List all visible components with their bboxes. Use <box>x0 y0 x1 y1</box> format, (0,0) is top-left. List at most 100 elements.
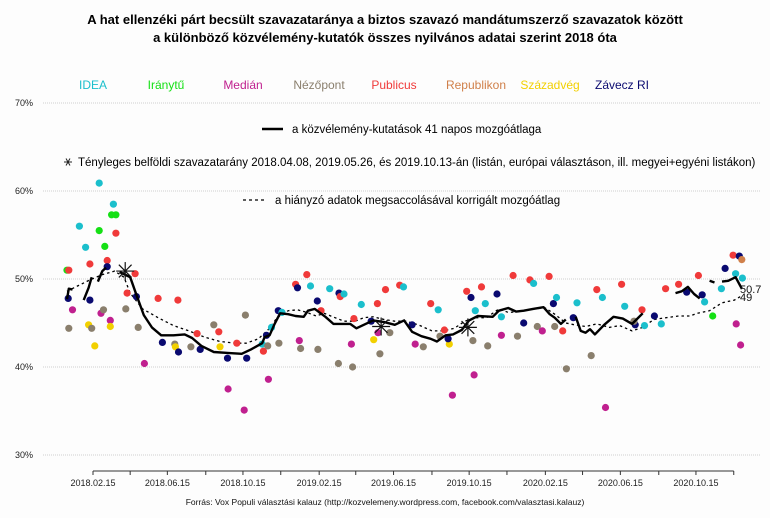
poll-point <box>381 286 390 294</box>
poll-point <box>440 326 448 334</box>
poll-point <box>469 337 477 345</box>
election-markers <box>116 262 477 337</box>
poll-point <box>216 343 224 351</box>
moving-average-series <box>65 266 743 355</box>
poll-point <box>549 300 558 308</box>
x-axis: 2018.02.15 2018.06.15 2018.10.15 2019.02.15… <box>70 470 735 488</box>
legend-moving-average: a közvélemény-kutatások 41 napos mozgóát… <box>262 124 542 136</box>
poll-point <box>95 179 103 187</box>
grid <box>43 102 760 456</box>
poll-point <box>601 403 610 412</box>
poll-point <box>349 363 357 371</box>
poll-point <box>573 299 581 307</box>
poll-point <box>737 341 745 349</box>
chart-title-line-2: a különböző közvélemény-kutatók összes n… <box>153 30 618 45</box>
pollster-legend-item: Iránytű <box>148 78 185 92</box>
poll-point <box>638 306 646 314</box>
x-tick-label: 2020.10.15 <box>673 478 718 488</box>
poll-point <box>140 359 148 368</box>
poll-point <box>109 200 117 208</box>
legend-corrected-label: a hiányzó adatok megsaccolásával korrigá… <box>275 195 560 207</box>
poll-point <box>559 327 567 335</box>
poll-point <box>738 274 747 282</box>
x-tick-label: 2020.02.15 <box>523 478 568 488</box>
poll-point <box>675 280 683 288</box>
poll-point <box>112 211 120 219</box>
poll-point <box>106 316 114 324</box>
poll-point <box>103 256 111 265</box>
poll-point <box>552 293 561 302</box>
poll-point <box>408 321 416 329</box>
poll-point <box>386 329 394 337</box>
poll-point <box>497 313 505 321</box>
pollster-legend-item: Nézőpont <box>293 78 345 92</box>
poll-point <box>65 324 73 332</box>
x-tick-label: 2018.02.15 <box>70 478 115 488</box>
poll-point <box>530 279 538 287</box>
poll-point <box>99 306 108 314</box>
poll-point <box>662 285 670 293</box>
moving-average-line <box>675 285 701 300</box>
poll-point <box>729 251 737 259</box>
poll-point <box>187 343 195 351</box>
poll-point <box>545 272 553 280</box>
x-tick-label: 2018.10.15 <box>220 478 265 488</box>
y-tick-label: 60% <box>15 186 33 196</box>
election-asterisk-marker <box>458 318 477 337</box>
poll-point <box>738 256 746 264</box>
poll-point <box>471 307 479 315</box>
poll-point <box>171 343 179 351</box>
poll-point <box>123 289 131 297</box>
pollster-legend-item: Závecz RI <box>595 78 649 92</box>
poll-point <box>569 314 577 322</box>
poll-point <box>306 282 315 290</box>
legend-election-label: Tényleges belföldi szavazatarány 2018.04… <box>78 157 756 169</box>
poll-point <box>295 337 303 345</box>
poll-point <box>470 371 478 379</box>
poll-point <box>196 345 204 353</box>
poll-point <box>419 343 427 351</box>
poll-point <box>562 365 571 373</box>
poll-point <box>477 283 486 291</box>
poll-point <box>538 327 546 335</box>
poll-point <box>303 271 311 279</box>
moving-average-end-label: 50.7 <box>740 284 761 296</box>
poll-point <box>709 312 717 320</box>
corrected-average-end-label: 49 <box>740 292 752 304</box>
poll-point <box>154 294 162 302</box>
poll-point <box>493 290 501 298</box>
poll-point <box>264 375 272 383</box>
y-tick-label: 70% <box>15 98 33 108</box>
poll-point <box>134 323 142 331</box>
poll-point <box>243 354 251 362</box>
poll-point <box>618 280 626 288</box>
poll-point <box>467 293 475 302</box>
poll-point <box>621 302 629 310</box>
poll-point <box>444 335 452 343</box>
y-tick-label: 30% <box>15 450 33 460</box>
poll-point <box>427 300 435 308</box>
poll-point <box>370 336 378 344</box>
poll-point <box>551 322 559 331</box>
poll-point <box>326 285 334 293</box>
poll-point <box>210 321 218 329</box>
poll-point <box>224 385 232 393</box>
y-tick-label: 50% <box>15 274 33 284</box>
poll-point <box>732 320 740 328</box>
moving-average-line <box>96 266 107 283</box>
poll-point <box>717 285 726 293</box>
poll-point <box>158 338 166 346</box>
poll-point <box>340 290 348 298</box>
poll-point <box>314 345 322 353</box>
poll-point <box>275 339 283 347</box>
poll-point <box>484 342 492 350</box>
poll-point <box>497 331 505 339</box>
legend-corrected: a hiányzó adatok megsaccolásával korrigá… <box>243 195 560 207</box>
moving-average-line <box>574 312 644 336</box>
x-tick-label: 2019.02.15 <box>297 478 342 488</box>
poll-point <box>509 271 517 280</box>
poll-point <box>350 315 358 323</box>
poll-point <box>75 222 83 230</box>
moving-average-line <box>65 287 73 300</box>
poll-point <box>399 283 408 291</box>
